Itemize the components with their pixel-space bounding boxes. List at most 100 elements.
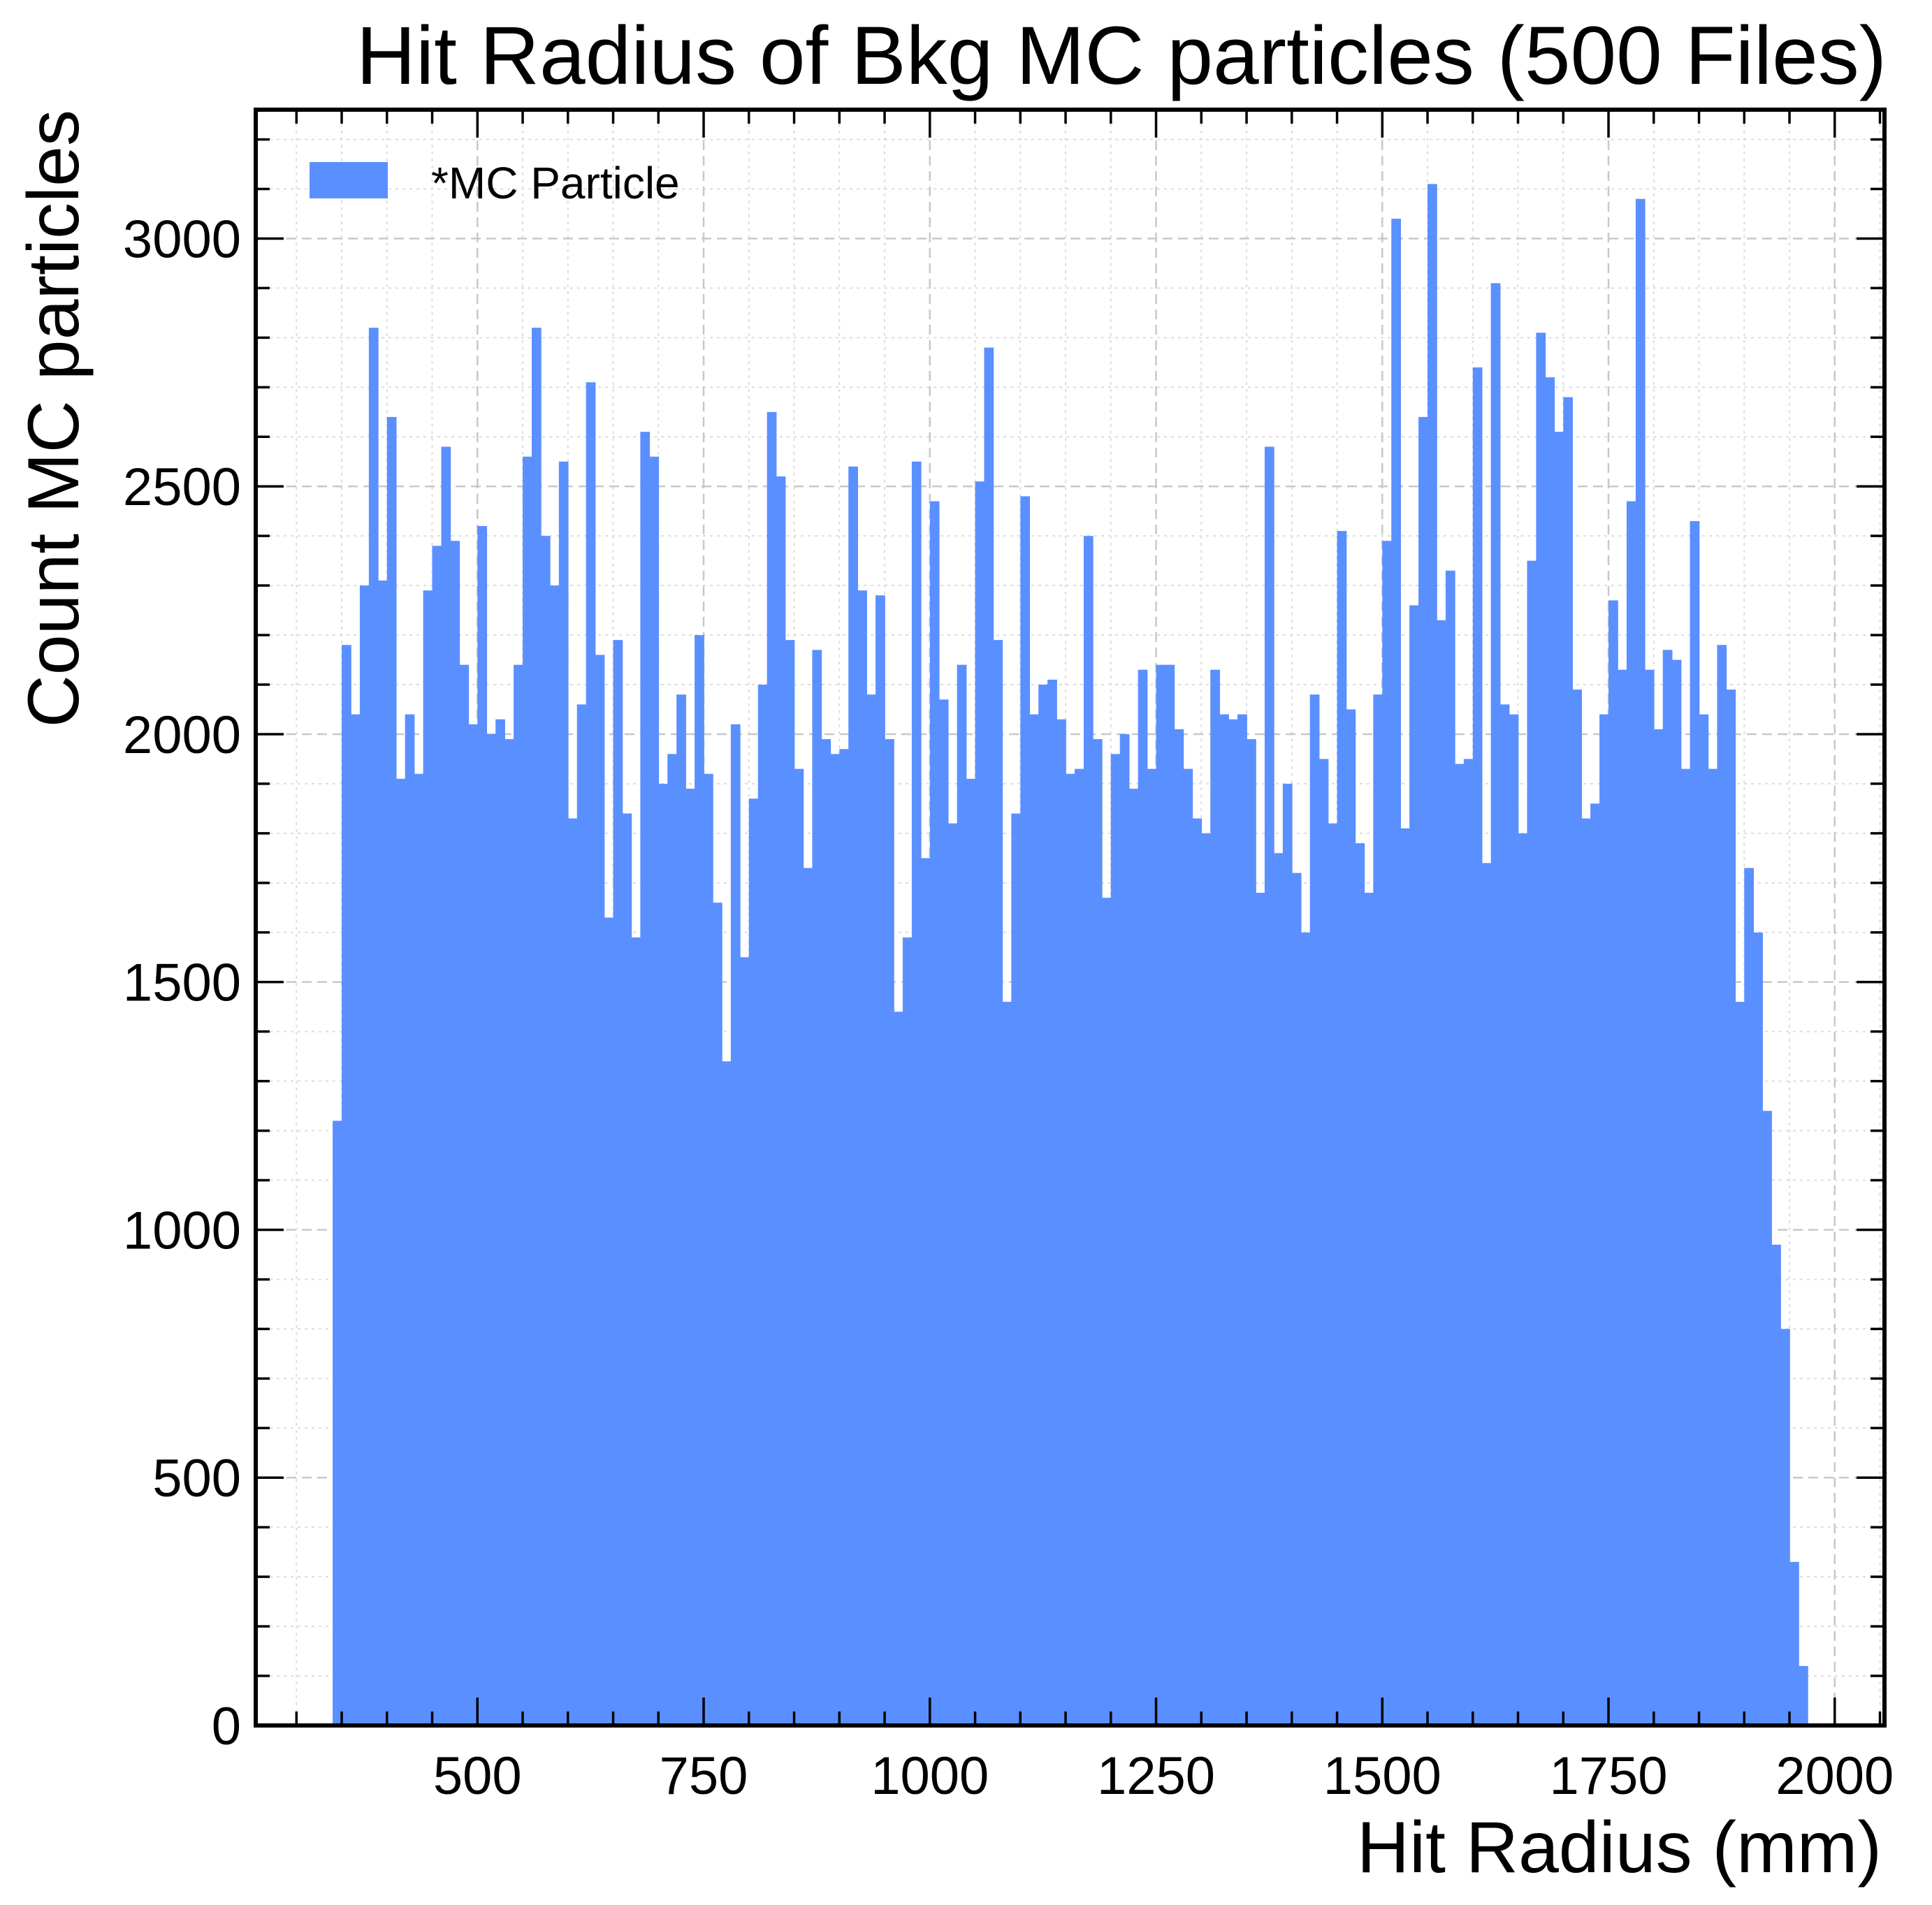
histogram-bar	[1771, 1244, 1781, 1725]
histogram-bar	[794, 768, 804, 1725]
x-tick-label: 1000	[871, 1746, 989, 1806]
histogram-bar	[1119, 733, 1130, 1725]
histogram-bar	[1545, 377, 1555, 1725]
histogram-bar	[1138, 669, 1148, 1726]
x-axis-label: Hit Radius (mm)	[1357, 1807, 1882, 1888]
histogram-bar	[1762, 1111, 1772, 1725]
histogram-bar	[1247, 739, 1256, 1725]
histogram-bar	[1590, 803, 1600, 1725]
histogram-bar	[1662, 650, 1673, 1726]
y-tick-label: 2500	[123, 458, 241, 517]
histogram-bar	[1128, 789, 1139, 1725]
histogram-bar	[1056, 719, 1066, 1725]
histogram-bar	[395, 778, 406, 1725]
histogram-bar	[1617, 669, 1627, 1726]
histogram-bar	[1536, 333, 1546, 1725]
histogram-bar	[893, 1012, 903, 1725]
histogram-bar	[658, 783, 669, 1725]
histogram-bar	[1083, 536, 1094, 1725]
histogram-bar	[1309, 694, 1320, 1725]
x-tick-label: 1750	[1549, 1746, 1667, 1806]
histogram-bar	[1147, 768, 1157, 1725]
histogram-bar	[1020, 496, 1031, 1725]
histogram-bar	[685, 789, 695, 1725]
histogram-bar	[712, 903, 722, 1725]
histogram-bar	[595, 655, 605, 1725]
histogram-bar	[803, 868, 813, 1725]
histogram-bar	[885, 739, 894, 1725]
histogram-bar	[1373, 694, 1383, 1725]
histogram-bar	[785, 640, 795, 1726]
histogram-bar	[1690, 520, 1700, 1726]
histogram-bars	[333, 184, 1808, 1726]
histogram-bar	[1074, 768, 1084, 1725]
histogram-bar	[549, 585, 560, 1725]
y-tick-label: 0	[212, 1697, 241, 1756]
histogram-bar	[1608, 600, 1618, 1726]
histogram-bar	[1210, 669, 1220, 1726]
histogram-bar	[1744, 868, 1755, 1725]
histogram-bar	[477, 525, 488, 1725]
histogram-bar	[1436, 620, 1446, 1726]
histogram-bar	[1699, 714, 1709, 1725]
legend-swatch	[310, 162, 388, 198]
histogram-bar	[613, 640, 623, 1726]
x-tick-label: 1250	[1097, 1746, 1215, 1806]
histogram-bar	[704, 773, 713, 1725]
histogram-bar	[993, 640, 1003, 1726]
histogram-bar	[1364, 893, 1374, 1725]
histogram-bar	[1563, 397, 1574, 1725]
histogram-bar	[984, 347, 994, 1725]
axis-ticks	[256, 110, 1884, 1725]
histogram-bar	[504, 739, 514, 1725]
histogram-bar	[667, 754, 677, 1725]
x-tick-labels: 500 750 1000 1250 1500 1750 2000	[433, 1746, 1894, 1806]
histogram-bar	[1708, 768, 1718, 1725]
histogram-bar	[1337, 531, 1347, 1726]
histogram-bar	[1554, 432, 1564, 1726]
histogram-bar	[721, 1061, 732, 1725]
histogram-bar	[1572, 689, 1582, 1726]
histogram-bar	[957, 664, 967, 1725]
histogram-bar	[1066, 773, 1075, 1725]
histogram-bar	[1581, 818, 1591, 1725]
histogram-bar	[1346, 709, 1356, 1726]
histogram-bar	[1219, 714, 1229, 1725]
histogram-bar	[359, 585, 370, 1725]
histogram-bar	[1092, 739, 1103, 1725]
histogram-bar	[1409, 605, 1419, 1725]
histogram-bar	[1328, 823, 1338, 1725]
y-tick-label: 500	[152, 1449, 241, 1508]
histogram-bar	[1735, 1002, 1745, 1725]
histogram-bar	[377, 581, 388, 1726]
histogram-bar	[1527, 560, 1537, 1726]
histogram-bar	[1481, 863, 1492, 1725]
histogram-bar	[441, 446, 451, 1725]
histogram-bar	[1156, 664, 1166, 1725]
histogram-bar	[604, 917, 614, 1725]
histogram-bar	[1680, 768, 1691, 1725]
histogram-bar	[1653, 729, 1664, 1725]
histogram-bar	[1463, 759, 1474, 1725]
histogram-bar	[730, 724, 741, 1725]
histogram-bar	[432, 546, 442, 1725]
histogram-bar	[1355, 843, 1365, 1725]
plot-frame	[254, 108, 1887, 1728]
histogram-bar	[1192, 818, 1203, 1725]
histogram-bar	[966, 778, 976, 1725]
histogram-bar	[586, 382, 596, 1726]
histogram-bar	[1110, 754, 1121, 1725]
histogram-bar	[748, 798, 759, 1725]
histogram-bar	[423, 590, 433, 1726]
histogram-bar	[1282, 783, 1293, 1725]
histogram-bar	[1201, 833, 1212, 1725]
y-tick-labels: 0 500 1000 1500 2000 2500 3000	[123, 210, 241, 1756]
histogram-bar	[1002, 1002, 1012, 1725]
histogram-bar	[1789, 1561, 1799, 1725]
x-tick-label: 500	[433, 1746, 522, 1806]
x-tick-label: 750	[660, 1746, 748, 1806]
histogram-bar	[405, 714, 415, 1725]
histogram-bar	[1753, 932, 1763, 1725]
histogram-bar	[1174, 729, 1184, 1725]
